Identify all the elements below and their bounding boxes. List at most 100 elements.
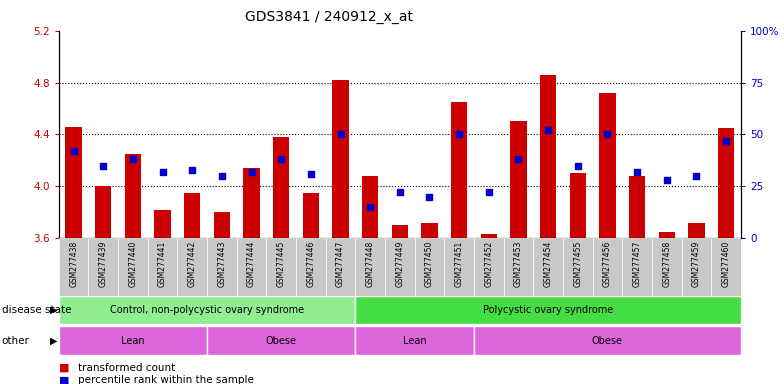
- Bar: [659, 232, 675, 238]
- Text: GSM277456: GSM277456: [603, 241, 612, 287]
- Text: GSM277446: GSM277446: [307, 241, 315, 287]
- Bar: [711, 238, 741, 309]
- Bar: [125, 154, 141, 238]
- Text: GSM277441: GSM277441: [158, 241, 167, 287]
- Bar: [533, 238, 563, 309]
- Point: [364, 204, 376, 210]
- Bar: [622, 238, 652, 309]
- Bar: [415, 238, 445, 309]
- Bar: [681, 238, 711, 309]
- Bar: [89, 238, 118, 309]
- Bar: [59, 238, 89, 309]
- Text: Polycystic ovary syndrome: Polycystic ovary syndrome: [483, 305, 613, 315]
- Bar: [481, 234, 497, 238]
- Text: GSM277449: GSM277449: [395, 241, 405, 287]
- Bar: [237, 238, 267, 309]
- Point: [394, 189, 406, 195]
- Point: [127, 156, 140, 162]
- Text: Obese: Obese: [266, 336, 296, 346]
- Text: Lean: Lean: [121, 336, 145, 346]
- Point: [186, 167, 198, 173]
- Text: GDS3841 / 240912_x_at: GDS3841 / 240912_x_at: [245, 10, 413, 23]
- Bar: [66, 127, 82, 238]
- Bar: [355, 238, 385, 309]
- Text: ▶: ▶: [49, 305, 57, 315]
- Point: [660, 177, 673, 183]
- Text: GSM277450: GSM277450: [425, 241, 434, 287]
- Point: [305, 171, 318, 177]
- Bar: [184, 193, 201, 238]
- Point: [572, 162, 584, 169]
- Bar: [540, 75, 557, 238]
- Bar: [243, 168, 260, 238]
- Text: GSM277457: GSM277457: [633, 241, 641, 287]
- Point: [720, 137, 732, 144]
- Bar: [563, 238, 593, 309]
- Text: GSM277447: GSM277447: [336, 241, 345, 287]
- Bar: [362, 176, 379, 238]
- Text: GSM277451: GSM277451: [455, 241, 463, 287]
- Point: [67, 148, 80, 154]
- Bar: [207, 326, 355, 355]
- Bar: [570, 173, 586, 238]
- Text: ■: ■: [59, 363, 69, 373]
- Text: GSM277442: GSM277442: [187, 241, 197, 287]
- Bar: [718, 128, 734, 238]
- Bar: [593, 238, 622, 309]
- Bar: [95, 186, 111, 238]
- Point: [423, 194, 436, 200]
- Text: GSM277438: GSM277438: [69, 241, 78, 287]
- Bar: [474, 326, 741, 355]
- Bar: [332, 80, 349, 238]
- Text: disease state: disease state: [2, 305, 71, 315]
- Bar: [421, 222, 437, 238]
- Text: GSM277448: GSM277448: [365, 241, 375, 287]
- Point: [216, 173, 228, 179]
- Text: GSM277443: GSM277443: [217, 241, 227, 287]
- Bar: [503, 238, 533, 309]
- Bar: [355, 326, 474, 355]
- Bar: [688, 222, 705, 238]
- Point: [482, 189, 495, 195]
- Text: GSM277445: GSM277445: [277, 241, 285, 287]
- Bar: [214, 212, 230, 238]
- Point: [690, 173, 702, 179]
- Text: Lean: Lean: [403, 336, 426, 346]
- Point: [512, 156, 524, 162]
- Text: GSM277439: GSM277439: [99, 241, 107, 287]
- Bar: [510, 121, 527, 238]
- Text: Obese: Obese: [592, 336, 623, 346]
- Point: [334, 131, 347, 137]
- Text: ▶: ▶: [49, 336, 57, 346]
- Text: GSM277454: GSM277454: [543, 241, 553, 287]
- Text: GSM277444: GSM277444: [247, 241, 256, 287]
- Text: GSM277455: GSM277455: [573, 241, 583, 287]
- Text: other: other: [2, 336, 30, 346]
- Bar: [207, 238, 237, 309]
- Point: [156, 169, 169, 175]
- Bar: [177, 238, 207, 309]
- Text: GSM277453: GSM277453: [514, 241, 523, 287]
- Bar: [59, 326, 207, 355]
- Text: percentile rank within the sample: percentile rank within the sample: [78, 375, 254, 384]
- Text: GSM277458: GSM277458: [662, 241, 671, 287]
- Text: GSM277452: GSM277452: [485, 241, 493, 287]
- Bar: [59, 296, 355, 324]
- Point: [453, 131, 466, 137]
- Point: [245, 169, 258, 175]
- Text: ■: ■: [59, 375, 69, 384]
- Bar: [599, 93, 615, 238]
- Bar: [355, 296, 741, 324]
- Bar: [118, 238, 147, 309]
- Text: transformed count: transformed count: [78, 363, 176, 373]
- Bar: [445, 238, 474, 309]
- Text: GSM277459: GSM277459: [692, 241, 701, 287]
- Bar: [451, 102, 467, 238]
- Point: [601, 131, 614, 137]
- Text: GSM277440: GSM277440: [129, 241, 137, 287]
- Bar: [652, 238, 681, 309]
- Text: Control, non-polycystic ovary syndrome: Control, non-polycystic ovary syndrome: [110, 305, 304, 315]
- Bar: [147, 238, 177, 309]
- Bar: [303, 193, 319, 238]
- Text: GSM277460: GSM277460: [721, 241, 731, 287]
